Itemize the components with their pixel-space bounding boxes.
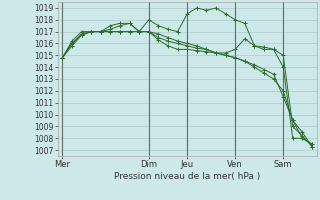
X-axis label: Pression niveau de la mer( hPa ): Pression niveau de la mer( hPa ): [114, 172, 260, 181]
